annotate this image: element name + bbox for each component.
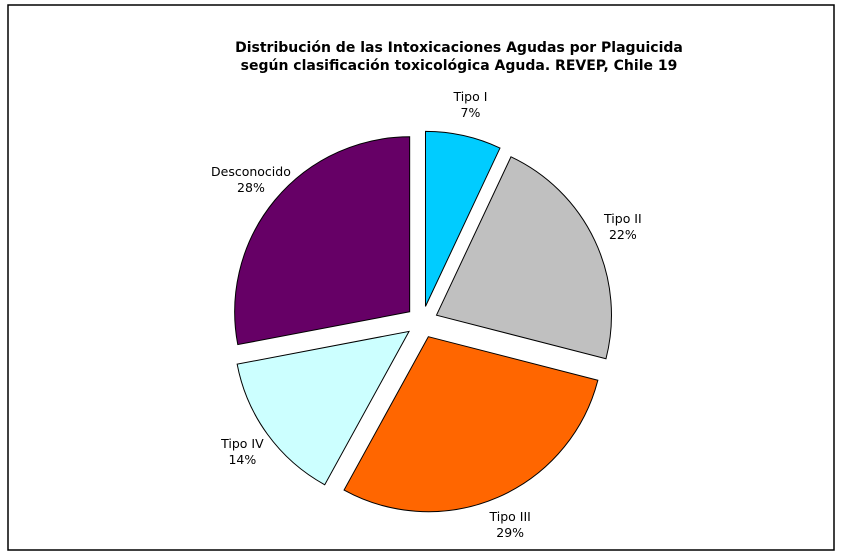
pie-slice	[435, 156, 612, 360]
slice-label: Tipo III	[488, 509, 530, 524]
slice-label: Desconocido	[211, 164, 291, 179]
slice-value-label: 14%	[228, 452, 256, 467]
pie-slice	[234, 136, 411, 346]
chart-title: Distribución de las Intoxicaciones Aguda…	[235, 40, 683, 56]
pie-slice	[236, 330, 411, 486]
slice-value-label: 28%	[237, 180, 265, 195]
slice-label: Tipo II	[603, 211, 642, 226]
chart-title: según clasificación toxicológica Aguda. …	[241, 58, 678, 74]
pie-slice	[424, 130, 501, 307]
slice-value-label: 22%	[609, 227, 637, 242]
slice-value-label: 29%	[496, 525, 524, 540]
slice-label: Tipo I	[452, 89, 487, 104]
slice-value-label: 7%	[461, 105, 481, 120]
slice-label: Tipo IV	[220, 436, 264, 451]
pie-slice	[343, 336, 599, 513]
